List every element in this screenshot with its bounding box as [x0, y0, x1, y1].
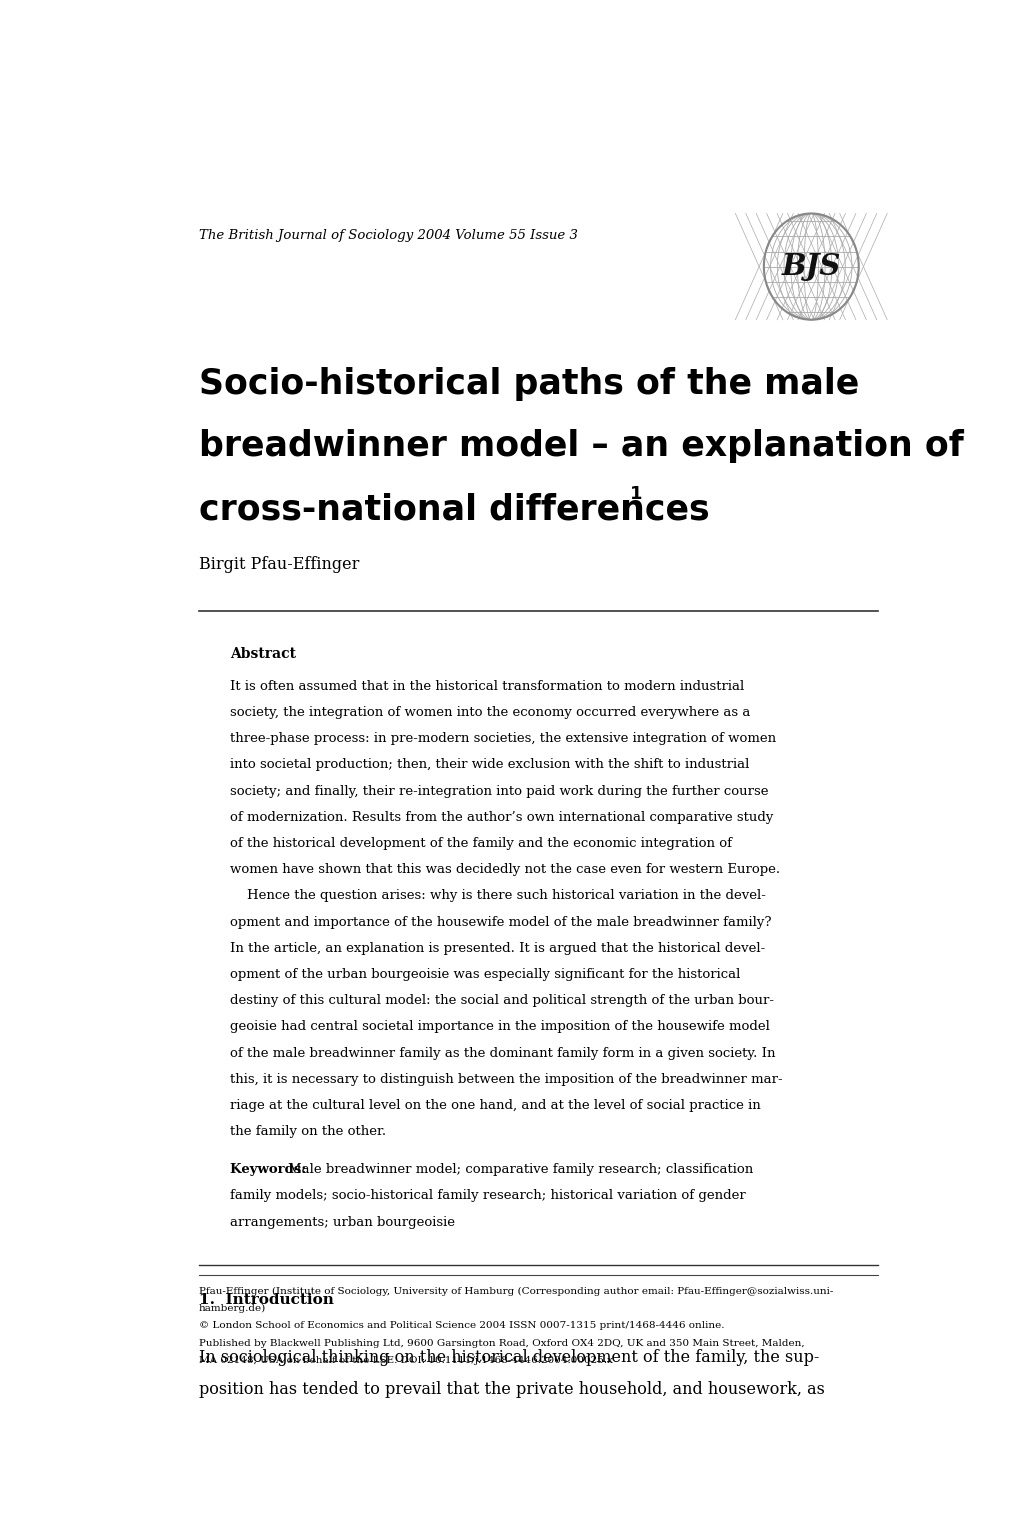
Text: Socio-historical paths of the male: Socio-historical paths of the male [199, 366, 858, 402]
Text: Hence the question arises: why is there such historical variation in the devel-: Hence the question arises: why is there … [230, 889, 765, 903]
Text: © London School of Economics and Political Science 2004 ISSN 0007-1315 print/146: © London School of Economics and Politic… [199, 1321, 723, 1331]
Text: arrangements; urban bourgeoisie: arrangements; urban bourgeoisie [230, 1216, 454, 1228]
Text: riage at the cultural level on the one hand, and at the level of social practice: riage at the cultural level on the one h… [230, 1099, 760, 1111]
Text: Published by Blackwell Publishing Ltd, 9600 Garsington Road, Oxford OX4 2DQ, UK : Published by Blackwell Publishing Ltd, 9… [199, 1338, 804, 1348]
Text: Pfau-Effinger (Institute of Sociology, University of Hamburg (Corresponding auth: Pfau-Effinger (Institute of Sociology, U… [199, 1286, 833, 1295]
Text: destiny of this cultural model: the social and political strength of the urban b: destiny of this cultural model: the soci… [230, 995, 773, 1007]
Text: opment and importance of the housewife model of the male breadwinner family?: opment and importance of the housewife m… [230, 915, 771, 929]
Text: In the article, an explanation is presented. It is argued that the historical de: In the article, an explanation is presen… [230, 941, 765, 955]
Text: opment of the urban bourgeoisie was especially significant for the historical: opment of the urban bourgeoisie was espe… [230, 967, 740, 981]
Text: BJS: BJS [781, 251, 840, 281]
Text: hamberg.de): hamberg.de) [199, 1305, 266, 1314]
Text: MA 02148, USA on behalf of the LSE. DOI: 10.1111/j.1468-4446.2004.00025.x: MA 02148, USA on behalf of the LSE. DOI:… [199, 1357, 612, 1366]
Text: the family on the other.: the family on the other. [230, 1125, 386, 1137]
Text: Male breadwinner model; comparative family research; classification: Male breadwinner model; comparative fami… [287, 1164, 752, 1176]
Text: position has tended to prevail that the private household, and housework, as: position has tended to prevail that the … [199, 1381, 823, 1398]
Text: Keywords:: Keywords: [230, 1164, 311, 1176]
Text: breadwinner model – an explanation of: breadwinner model – an explanation of [199, 429, 963, 463]
Text: of the male breadwinner family as the dominant family form in a given society. I: of the male breadwinner family as the do… [230, 1047, 775, 1059]
Text: of the historical development of the family and the economic integration of: of the historical development of the fam… [230, 837, 732, 849]
Text: Abstract: Abstract [230, 647, 296, 661]
Text: women have shown that this was decidedly not the case even for western Europe.: women have shown that this was decidedly… [230, 863, 780, 877]
Text: 1: 1 [629, 484, 641, 503]
Text: 1.  Introduction: 1. Introduction [199, 1292, 333, 1306]
Text: Birgit Pfau-Effinger: Birgit Pfau-Effinger [199, 556, 359, 573]
Text: It is often assumed that in the historical transformation to modern industrial: It is often assumed that in the historic… [230, 679, 744, 693]
Text: society; and finally, their re-integration into paid work during the further cou: society; and finally, their re-integrati… [230, 785, 768, 797]
Text: The British Journal of Sociology 2004 Volume 55 Issue 3: The British Journal of Sociology 2004 Vo… [199, 228, 577, 242]
Text: of modernization. Results from the author’s own international comparative study: of modernization. Results from the autho… [230, 811, 772, 823]
Text: cross-national differences: cross-national differences [199, 492, 708, 526]
Text: family models; socio-historical family research; historical variation of gender: family models; socio-historical family r… [230, 1190, 745, 1202]
Text: geoisie had central societal importance in the imposition of the housewife model: geoisie had central societal importance … [230, 1021, 769, 1033]
Text: society, the integration of women into the economy occurred everywhere as a: society, the integration of women into t… [230, 705, 750, 719]
Text: this, it is necessary to distinguish between the imposition of the breadwinner m: this, it is necessary to distinguish bet… [230, 1073, 783, 1085]
Text: into societal production; then, their wide exclusion with the shift to industria: into societal production; then, their wi… [230, 759, 749, 771]
Text: three-phase process: in pre-modern societies, the extensive integration of women: three-phase process: in pre-modern socie… [230, 733, 775, 745]
Text: In sociological thinking on the historical development of the family, the sup-: In sociological thinking on the historic… [199, 1349, 818, 1366]
